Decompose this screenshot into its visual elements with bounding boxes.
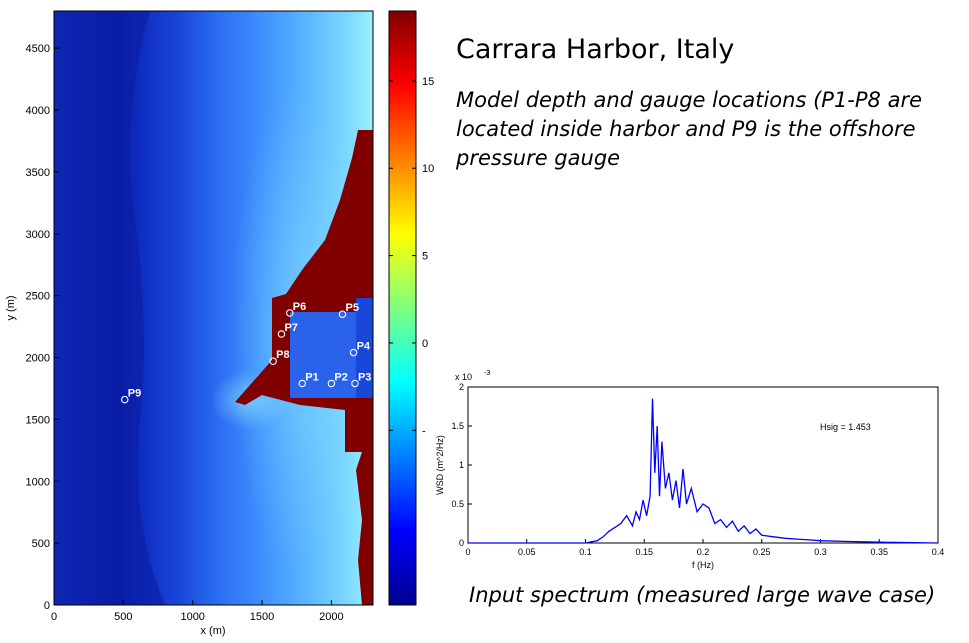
- map-ytick-label: 0: [44, 600, 50, 612]
- spectrum-ytick-label: 1.5: [451, 421, 464, 431]
- gauge-markers: P1 P2 P3 P4 P5 P6 P7 P8 P9: [120, 301, 371, 404]
- spectrum-xtick-label: 0.05: [518, 547, 536, 557]
- harbor-inner-basin: [356, 298, 373, 398]
- gauge-marker: [120, 395, 129, 404]
- spectrum-xtick-label: 0.4: [932, 547, 945, 557]
- gauge-marker: [349, 348, 358, 357]
- spectrum-xlabel: f (Hz): [692, 560, 714, 570]
- map-ytick-label: 3500: [26, 167, 50, 179]
- spectrum-ytick-label: 0.5: [451, 499, 464, 509]
- gauge-label: P9: [128, 388, 141, 400]
- spectrum-exponent-power: -3: [484, 370, 490, 377]
- gauge-marker: [338, 310, 347, 318]
- spectrum-xtick-label: 0: [465, 547, 470, 557]
- map-ytick-label: 1000: [26, 476, 50, 488]
- spectrum-ytick-label: 0: [459, 538, 464, 548]
- spectrum-plot: 0 0.05 0.1 0.15 0.2 0.25 0.3 0.35 0.4 0 0.5 1 1.5 2 x…: [435, 370, 944, 570]
- spectrum-ylabel: WSD (m^2/Hz): [435, 435, 445, 495]
- gauge-label: P7: [284, 322, 297, 334]
- map-ytick-label: 4500: [26, 43, 50, 55]
- gauge-label: P4: [357, 341, 371, 353]
- spectrum-annotation: Hsig = 1.453: [820, 422, 871, 432]
- gauge-marker: [277, 330, 286, 338]
- spectrum-xtick-label: 0.2: [697, 547, 710, 557]
- slide-title: Carrara Harbor, Italy: [456, 34, 735, 65]
- map-xtick-label: 1500: [250, 611, 274, 623]
- map-xtick-label: 2000: [319, 611, 343, 623]
- map-ytick-label: 1500: [26, 414, 50, 426]
- gauge-label: P2: [334, 371, 347, 383]
- colorbar-tick-label: 10: [422, 163, 434, 175]
- gauge-marker: [327, 379, 336, 388]
- spectrum-xtick-label: 0.15: [635, 547, 653, 557]
- spectrum-exponent-base: x 10: [455, 372, 472, 382]
- colorbar: - 0 5 10 15: [388, 10, 434, 606]
- gauge-label: P1: [305, 371, 318, 383]
- colorbar-tick-label: 0: [422, 338, 428, 350]
- gauge-label: P6: [293, 301, 306, 313]
- colorbar-tick-label: 15: [422, 76, 434, 88]
- spectrum-line: [468, 398, 939, 544]
- colorbar-ticks: - 0 5 10 15: [389, 76, 434, 437]
- map-xtick-label: 1000: [180, 611, 204, 623]
- map-xtick-label: 0: [51, 611, 57, 623]
- map-xtick-label: 500: [114, 611, 132, 623]
- map-ytick-label: 2500: [26, 291, 50, 303]
- map-ytick-label: 500: [32, 538, 50, 550]
- spectrum-ytick-label: 2: [459, 382, 464, 392]
- spectrum-xtick-label: 0.3: [814, 547, 827, 557]
- map-ytick-label: 3000: [26, 229, 50, 241]
- gauge-marker: [351, 379, 359, 388]
- harbor-basin: [290, 312, 358, 398]
- spectrum-caption: Input spectrum (measured large wave case…: [469, 583, 936, 607]
- spectrum-xtick-label: 0.1: [579, 547, 592, 557]
- spectrum-xtick-label: 0.25: [753, 547, 771, 557]
- spectrum-ytick-label: 1: [459, 460, 464, 470]
- map-ytick-label: 4000: [26, 105, 50, 117]
- slide-subtitle: Model depth and gauge locations (P1-P8 a…: [456, 88, 922, 170]
- deep-water-band: [54, 11, 165, 605]
- map-ytick-label: 2000: [26, 353, 50, 365]
- spectrum-xtick-label: 0.35: [870, 547, 888, 557]
- gauge-label: P3: [358, 371, 371, 383]
- gauge-label: P8: [276, 349, 289, 361]
- map-ticks: 0 500 1000 1500 2000 0 500 1000 1500 2000 2500 3000…: [26, 43, 344, 623]
- map-ylabel: y (m): [5, 295, 17, 320]
- spectrum-frame: [467, 386, 939, 544]
- depth-map: 0 500 1000 1500 2000 0 500 1000 1500 2000 2500 3000…: [5, 10, 374, 637]
- map-frame: [53, 10, 374, 606]
- map-xlabel: x (m): [200, 625, 225, 637]
- gauge-marker: [286, 309, 294, 317]
- colorbar-gradient: [388, 10, 417, 606]
- gauge-label: P5: [345, 302, 358, 314]
- colorbar-tick-label: 5: [422, 251, 428, 263]
- colorbar-tick-label: -: [422, 425, 426, 437]
- spectrum-ticks: 0 0.05 0.1 0.15 0.2 0.25 0.3 0.35 0.4 0 0.5 1 1.5 2: [451, 382, 944, 557]
- gauge-marker: [269, 357, 277, 365]
- gauge-marker: [298, 379, 307, 388]
- coastline-land: [235, 11, 373, 605]
